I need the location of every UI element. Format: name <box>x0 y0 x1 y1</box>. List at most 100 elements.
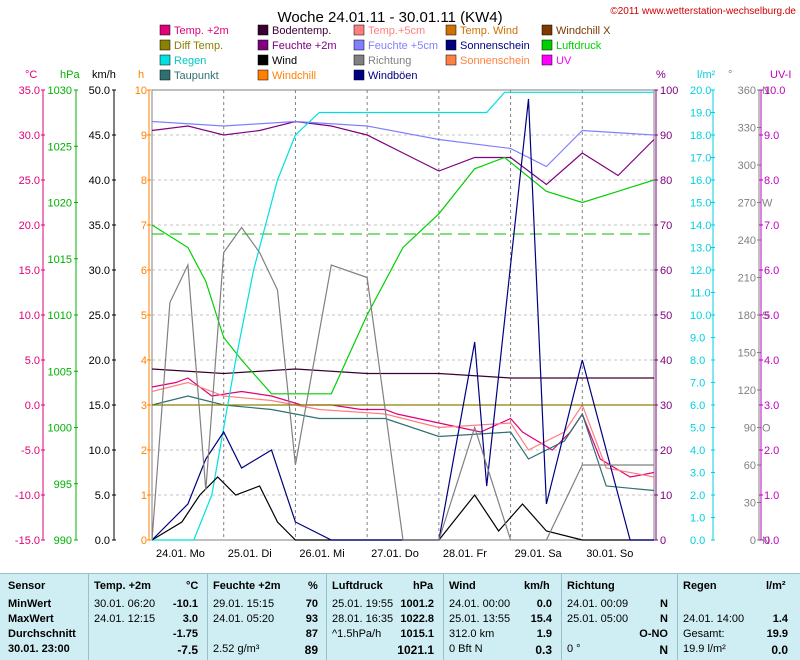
axis-tick-uv: 7.0 <box>764 220 779 232</box>
axis-tick-rain: 6.0 <box>690 400 705 412</box>
axis-tick-degrees: 30 <box>744 498 756 510</box>
legend-label: Sonnenschein <box>460 55 530 67</box>
legend-swatch <box>159 39 171 51</box>
axis-direction-label: S <box>762 310 769 322</box>
axis-unit-rain: l/m² <box>697 69 716 81</box>
axis-tick-degrees: 150 <box>738 348 756 360</box>
stats-cell-dir-v: O-NO <box>639 628 668 640</box>
legend-label: Feuchte +5cm <box>368 40 438 52</box>
stats-header-press: Luftdruck <box>332 580 383 592</box>
axis-tick-hpa: 995 <box>54 479 72 491</box>
axis-tick-hpa: 1030 <box>48 85 72 97</box>
stats-cell-hum-v: 89 <box>304 643 318 657</box>
axis-tick-kmh: 0.0 <box>95 535 110 547</box>
legend-swatch <box>445 54 457 66</box>
stats-cell-dir-v: N <box>660 613 668 625</box>
stats-header-dir: Richtung <box>567 580 615 592</box>
stats-cell-temp-t: 30.01. 06:20 <box>94 598 156 610</box>
axis-tick-hpa: 1025 <box>48 141 72 153</box>
stats-cell-dir-t: 25.01. 05:00 <box>567 613 629 625</box>
plot-area <box>151 89 655 541</box>
axis-tick-kmh: 20.0 <box>89 355 110 367</box>
legend-label: Temp.+5cm <box>368 25 425 37</box>
axis-tick-hpa: 1010 <box>48 310 72 322</box>
stats-cell-hum-v: 93 <box>305 613 318 625</box>
legend-label: Luftdruck <box>556 40 602 52</box>
stats-header-rain-unit: l/m² <box>766 580 786 592</box>
legend-swatch <box>257 54 269 66</box>
axis-tick-uv: 0.0 <box>764 535 779 547</box>
axis-tick-rain: 3.0 <box>690 468 705 480</box>
axis-tick-degrees: 360 <box>738 85 756 97</box>
stats-cell-wind-v: 0.3 <box>535 643 552 657</box>
axis-tick-kmh: 30.0 <box>89 265 110 277</box>
legend-label: Windchill <box>272 70 316 82</box>
stats-header-hum: Feuchte +2m <box>213 580 281 592</box>
axis-tick-rain: 4.0 <box>690 445 705 457</box>
axis-tick-hours: 1 <box>141 490 147 502</box>
axis-tick-celsius: 0.0 <box>25 400 40 412</box>
axis-tick-kmh: 25.0 <box>89 310 110 322</box>
axis-direction-label: N <box>762 535 770 547</box>
legend-label: Diff Temp. <box>174 40 223 52</box>
legend-swatch <box>257 24 269 36</box>
axis-direction-label: W <box>762 198 773 210</box>
stats-header-press-unit: hPa <box>413 580 434 592</box>
stats-header-temp-unit: °C <box>186 580 199 592</box>
legend-swatch <box>353 54 365 66</box>
axis-tick-percent: 90 <box>660 130 672 142</box>
axis-tick-hours: 4 <box>141 355 147 367</box>
axis-tick-percent: 40 <box>660 355 672 367</box>
axis-tick-degrees: 120 <box>738 385 756 397</box>
stats-cell-rain-v: 1.4 <box>772 613 788 625</box>
axis-tick-degrees: 330 <box>738 123 756 135</box>
axis-tick-hpa: 1005 <box>48 366 72 378</box>
stats-cell-rain-t: Gesamt: <box>683 628 725 640</box>
legend-swatch <box>353 39 365 51</box>
legend: Temp. +2m Bodentemp. Temp.+5cm Temp. Wind Wi… <box>159 24 611 82</box>
legend-label: Sonnenschein <box>460 40 530 52</box>
axes: °C35.030.025.020.015.010.05.00.0-5.0-10.… <box>15 69 791 547</box>
axis-tick-hours: 0 <box>141 535 147 547</box>
stats-cell-press-t: 28.01. 16:35 <box>332 613 394 625</box>
chart-title: Woche 24.01.11 - 30.01.11 (KW4) <box>277 9 502 26</box>
legend-swatch <box>445 39 457 51</box>
axis-tick-rain: 7.0 <box>690 378 705 390</box>
axis-tick-hpa: 990 <box>54 535 72 547</box>
stats-cell-rain-v: 0.0 <box>771 643 788 657</box>
stats-cell-wind-v: 15.4 <box>530 613 552 625</box>
axis-tick-hours: 7 <box>141 220 147 232</box>
axis-tick-rain: 13.0 <box>690 243 711 255</box>
series-line-feuchte-5cm <box>151 120 655 168</box>
x-axis-label: 28.01. Fr <box>443 548 487 560</box>
stats-header-wind: Wind <box>449 580 476 592</box>
axis-tick-percent: 80 <box>660 175 672 187</box>
axis-direction-label: N <box>762 85 770 97</box>
stats-cell-temp-v: -7.5 <box>177 643 198 657</box>
axis-unit-celsius: °C <box>25 69 37 81</box>
series-line-windb-en <box>151 98 654 541</box>
stats-cell-press-v: 1021.1 <box>397 643 434 657</box>
legend-swatch <box>353 69 365 81</box>
axis-tick-hpa: 1020 <box>48 198 72 210</box>
axis-tick-percent: 50 <box>660 310 672 322</box>
axis-tick-rain: 2.0 <box>690 490 705 502</box>
stats-cell-rain-v: 19.9 <box>766 628 788 640</box>
axis-tick-uv: 6.0 <box>764 265 779 277</box>
axis-tick-rain: 14.0 <box>690 220 711 232</box>
axis-tick-rain: 18.0 <box>690 130 711 142</box>
legend-swatch <box>257 69 269 81</box>
axis-tick-kmh: 35.0 <box>89 220 110 232</box>
stats-header-sensor: Sensor <box>8 580 46 592</box>
stats-cell-press-t: 25.01. 19:55 <box>332 598 394 610</box>
legend-label: Taupunkt <box>174 70 219 82</box>
legend-swatch <box>541 39 553 51</box>
legend-swatch <box>159 69 171 81</box>
axis-tick-percent: 60 <box>660 265 672 277</box>
axis-tick-rain: 19.0 <box>690 108 711 120</box>
axis-tick-uv: 4.0 <box>764 355 779 367</box>
axis-tick-hours: 9 <box>141 130 147 142</box>
axis-tick-uv: 8.0 <box>764 175 779 187</box>
axis-tick-rain: 0.0 <box>690 535 705 547</box>
axis-tick-kmh: 10.0 <box>89 445 110 457</box>
